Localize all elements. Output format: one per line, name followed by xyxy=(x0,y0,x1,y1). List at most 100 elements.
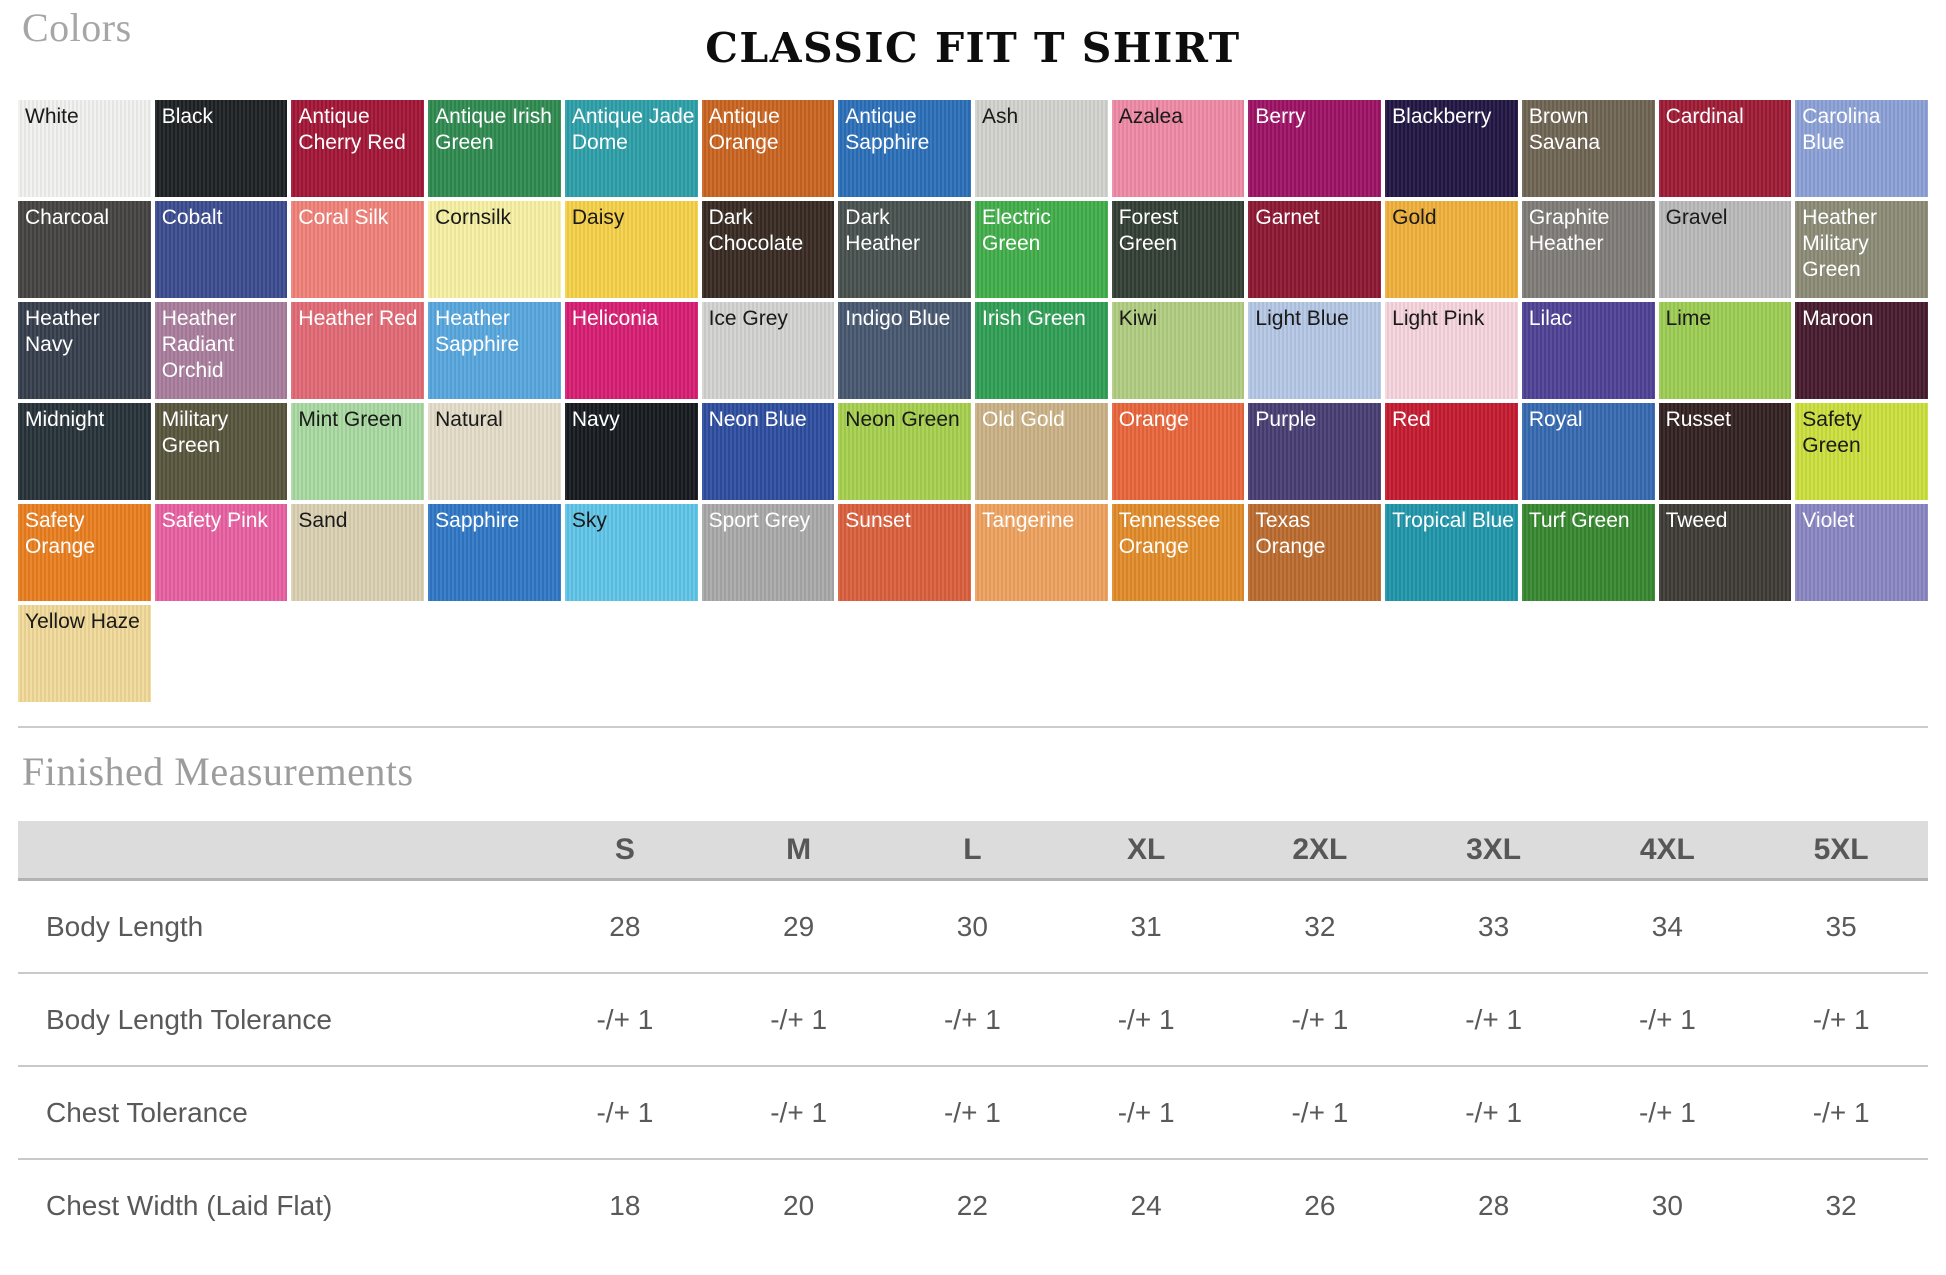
color-swatch-mint-green: Mint Green xyxy=(291,403,425,500)
color-swatch-label: Ice Grey xyxy=(708,307,788,330)
color-swatch-label: Electric Green xyxy=(981,206,1051,255)
color-swatch-texas-orange: Texas Orange xyxy=(1248,504,1382,601)
color-swatch-cardinal: Cardinal xyxy=(1658,100,1792,197)
measurement-row-label: Chest Tolerance xyxy=(18,1066,538,1160)
measurement-value: 31 xyxy=(1059,879,1233,974)
color-swatch-label: Heather Military Green xyxy=(1802,206,1877,281)
color-swatch-label: Military Green xyxy=(161,408,229,457)
color-swatch-heather-sapphire: Heather Sapphire xyxy=(428,302,561,399)
measurement-value: 28 xyxy=(538,879,712,974)
color-swatch-antique-sapphire: Antique Sapphire xyxy=(838,100,971,197)
measurement-value: 26 xyxy=(1304,1189,1336,1221)
measurement-row: Body Length Tolerance -/+ 1 -/+ 1 -/+ 1 -/+ … xyxy=(18,973,1928,1067)
color-swatch-label: Tropical Blue xyxy=(1392,509,1514,532)
color-swatch-sport-grey: Sport Grey xyxy=(701,504,835,601)
color-swatch-heather-navy: Heather Navy xyxy=(18,302,151,399)
color-swatch-irish-green: Irish Green xyxy=(974,302,1108,399)
color-swatch-label: Safety Green xyxy=(1802,408,1862,457)
color-swatch-cornsilk: Cornsilk xyxy=(428,201,561,298)
color-swatch-turf-green: Turf Green xyxy=(1521,504,1655,601)
color-swatch-label: Light Blue xyxy=(1255,307,1349,330)
color-swatch-heather-military-green: Heather Military Green xyxy=(1795,201,1928,298)
measurement-value: -/+ 1 xyxy=(1059,1066,1233,1160)
color-swatch-tangerine: Tangerine xyxy=(974,504,1108,601)
color-swatch-label: Violet xyxy=(1802,509,1855,532)
color-swatch-safety-green: Safety Green xyxy=(1795,403,1928,500)
measurement-value: -/+ 1 xyxy=(885,973,1060,1067)
color-swatch-grid: White Black Antique Cherry Red Antique Iris… xyxy=(18,100,1928,702)
measurement-value: -/+ 1 xyxy=(1059,973,1233,1067)
measurement-value: -/+ 1 xyxy=(1233,973,1407,1067)
color-swatch-heliconia: Heliconia xyxy=(564,302,698,399)
color-swatch-lilac: Lilac xyxy=(1521,302,1655,399)
color-swatch-label: Turf Green xyxy=(1528,509,1630,532)
measurement-value: 33 xyxy=(1406,879,1581,974)
color-swatch-label: White xyxy=(25,105,79,128)
size-column-header-2xl: 2XL xyxy=(1233,821,1407,881)
color-swatch-tennessee-orange: Tennessee Orange xyxy=(1111,504,1245,601)
measurement-value: -/+ 1 xyxy=(538,973,712,1067)
size-column-header-3xl: 3XL xyxy=(1406,821,1581,881)
color-swatch-label: Light Pink xyxy=(1392,307,1485,330)
color-swatch-label: Azalea xyxy=(1118,105,1183,128)
color-swatch-label: Lime xyxy=(1665,307,1712,330)
color-swatch-carolina-blue: Carolina Blue xyxy=(1795,100,1928,197)
color-swatch-label: Neon Blue xyxy=(708,408,807,431)
color-swatch-label: Russet xyxy=(1665,408,1731,431)
color-swatch-label: Old Gold xyxy=(981,408,1065,431)
colors-section-heading: Colors xyxy=(22,5,132,50)
color-swatch-dark-chocolate: Dark Chocolate xyxy=(701,201,835,298)
color-swatch-label: Tennessee Orange xyxy=(1118,509,1221,558)
color-swatch-yellow-haze: Yellow Haze xyxy=(18,605,151,702)
measurement-row: Body Length 28 29 30 31 32 33 34 35 xyxy=(18,879,1928,974)
color-swatch-label: Maroon xyxy=(1802,307,1874,330)
color-swatch-berry: Berry xyxy=(1248,100,1382,197)
color-swatch-label: Cardinal xyxy=(1665,105,1744,128)
color-swatch-label: Midnight xyxy=(25,408,105,431)
color-swatch-label: Gold xyxy=(1392,206,1437,229)
color-swatch-brown-savana: Brown Savana xyxy=(1521,100,1655,197)
measurement-value: 32 xyxy=(1825,1189,1857,1221)
color-swatch-label: Yellow Haze xyxy=(25,610,140,633)
measurement-row-label: Body Length Tolerance xyxy=(18,973,538,1067)
color-swatch-sapphire: Sapphire xyxy=(428,504,561,601)
color-swatch-safety-orange: Safety Orange xyxy=(18,504,151,601)
measurement-row: Chest Width (Laid Flat) 18 20 22 24 26 28 30 32 xyxy=(18,1159,1928,1251)
color-swatch-ice-grey: Ice Grey xyxy=(701,302,835,399)
color-swatch-military-green: Military Green xyxy=(154,403,288,500)
color-swatch-label: Brown Savana xyxy=(1528,105,1601,154)
color-swatch-label: Kiwi xyxy=(1118,307,1158,330)
color-swatch-label: Daisy xyxy=(571,206,625,229)
color-swatch-white: White xyxy=(18,100,151,197)
color-swatch-garnet: Garnet xyxy=(1248,201,1382,298)
color-swatch-label: Black xyxy=(161,105,214,128)
product-title: CLASSIC FIT T SHIRT xyxy=(705,24,1241,72)
color-swatch-label: Coral Silk xyxy=(298,206,389,229)
color-swatch-sky: Sky xyxy=(564,504,698,601)
color-swatch-label: Irish Green xyxy=(981,307,1086,330)
color-swatch-light-blue: Light Blue xyxy=(1248,302,1382,399)
color-swatch-graphite-heather: Graphite Heather xyxy=(1521,201,1655,298)
measurement-value: -/+ 1 xyxy=(1406,973,1581,1067)
color-swatch-old-gold: Old Gold xyxy=(974,403,1108,500)
section-divider xyxy=(18,726,1928,728)
measurement-value: -/+ 1 xyxy=(1406,1066,1581,1160)
measurement-value: 28 xyxy=(1478,1189,1510,1221)
measurement-value: 34 xyxy=(1580,879,1755,974)
color-swatch-label: Heather Red xyxy=(298,307,418,330)
color-swatch-antique-jade-dome: Antique Jade Dome xyxy=(564,100,698,197)
color-swatch-midnight: Midnight xyxy=(18,403,151,500)
color-swatch-label: Tangerine xyxy=(981,509,1075,532)
color-swatch-label: Antique Irish Green xyxy=(435,105,552,154)
color-swatch-label: Dark Chocolate xyxy=(708,206,804,255)
measurement-row-label: Chest Width (Laid Flat) xyxy=(46,1189,333,1221)
color-swatch-label: Antique Cherry Red xyxy=(298,105,406,154)
color-swatch-dark-heather: Dark Heather xyxy=(838,201,971,298)
measurement-value: -/+ 1 xyxy=(711,973,886,1067)
color-swatch-indigo-blue: Indigo Blue xyxy=(838,302,971,399)
color-swatch-antique-orange: Antique Orange xyxy=(701,100,835,197)
color-swatch-label: Dark Heather xyxy=(845,206,920,255)
color-swatch-label: Ash xyxy=(981,105,1019,128)
color-swatch-red: Red xyxy=(1385,403,1518,500)
